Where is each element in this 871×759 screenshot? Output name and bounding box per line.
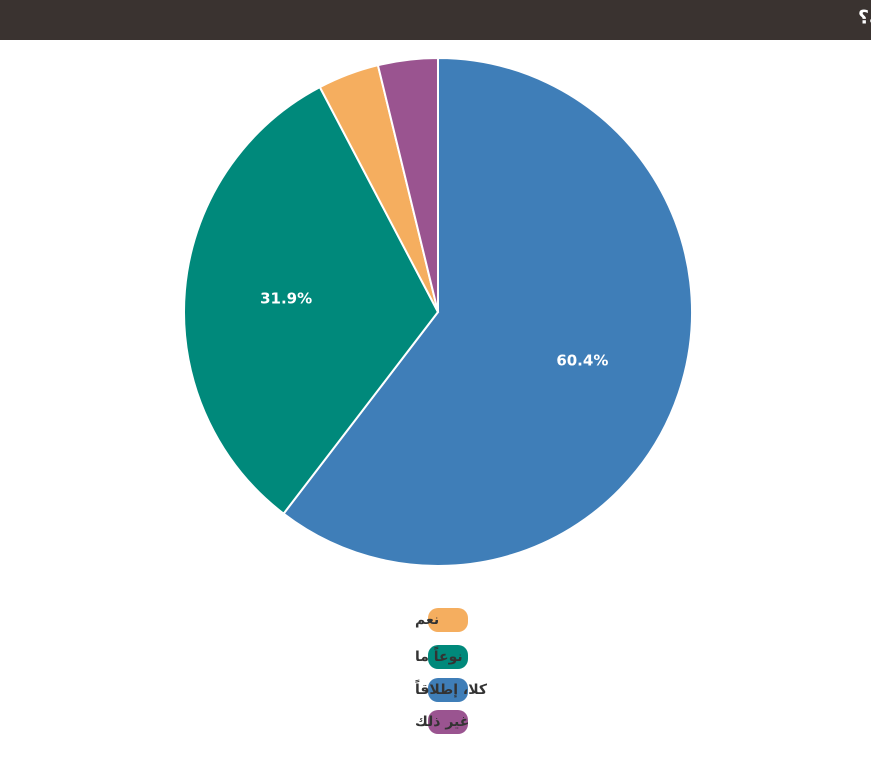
legend-swatch	[428, 710, 468, 734]
chart-title: مستند رقم 12 - سؤال: هل لدى أطفالك أي مخ…	[858, 5, 871, 30]
legend-swatch	[428, 678, 468, 702]
legend-swatch	[428, 645, 468, 669]
legend-label: غير ذلك	[415, 714, 469, 730]
legend-label: نعم	[415, 612, 439, 628]
value-label: 31.9%	[260, 290, 312, 308]
legend-swatch	[428, 608, 468, 632]
legend-label: كلا، إطلاقاً	[415, 679, 488, 698]
value-label: 60.4%	[556, 351, 608, 369]
pie-slice	[376, 56, 439, 313]
title-bar	[0, 0, 871, 40]
legend-label: نوعاً ما	[415, 646, 463, 665]
pie-slice	[282, 56, 693, 567]
pie-slice	[183, 85, 440, 516]
